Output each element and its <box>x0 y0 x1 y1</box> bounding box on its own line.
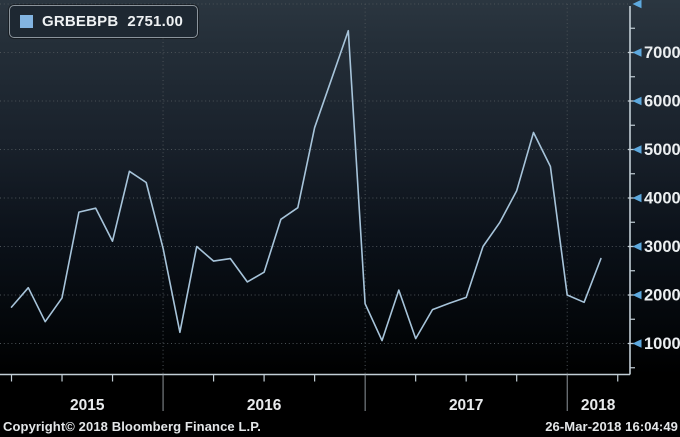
legend-series-label: GRBEBPB 2751.00 <box>42 13 183 30</box>
svg-text:4000: 4000 <box>644 190 680 208</box>
axes <box>0 6 631 376</box>
y-axis-labels: 1000 2000 3000 4000 5000 6000 7000 <box>628 0 680 353</box>
svg-text:7000: 7000 <box>644 44 680 62</box>
series-ticker: GRBEBPB <box>42 13 119 30</box>
svg-text:2018: 2018 <box>581 397 616 414</box>
y-axis-minor-ticks <box>630 27 635 369</box>
svg-text:2017: 2017 <box>449 397 483 414</box>
gridlines <box>0 3 629 375</box>
timestamp-text: 26-Mar-2018 16:04:49 <box>545 419 678 434</box>
svg-text:2015: 2015 <box>70 397 105 414</box>
x-axis-year-labels: 2015 2016 2017 2018 <box>70 397 616 414</box>
svg-text:2000: 2000 <box>644 287 680 305</box>
plot-background <box>0 0 680 375</box>
svg-text:3000: 3000 <box>644 238 680 256</box>
series-line-grbebpb <box>10 29 602 342</box>
svg-text:5000: 5000 <box>644 141 680 159</box>
copyright-text: Copyright© 2018 Bloomberg Finance L.P. <box>3 419 262 434</box>
series-last-value: 2751.00 <box>127 13 184 30</box>
x-axis-ticks <box>10 374 619 411</box>
legend[interactable]: GRBEBPB 2751.00 <box>9 5 199 38</box>
svg-text:2016: 2016 <box>247 397 282 414</box>
svg-text:1000: 1000 <box>644 335 680 353</box>
svg-text:6000: 6000 <box>644 93 680 111</box>
series-swatch-icon <box>20 15 33 28</box>
